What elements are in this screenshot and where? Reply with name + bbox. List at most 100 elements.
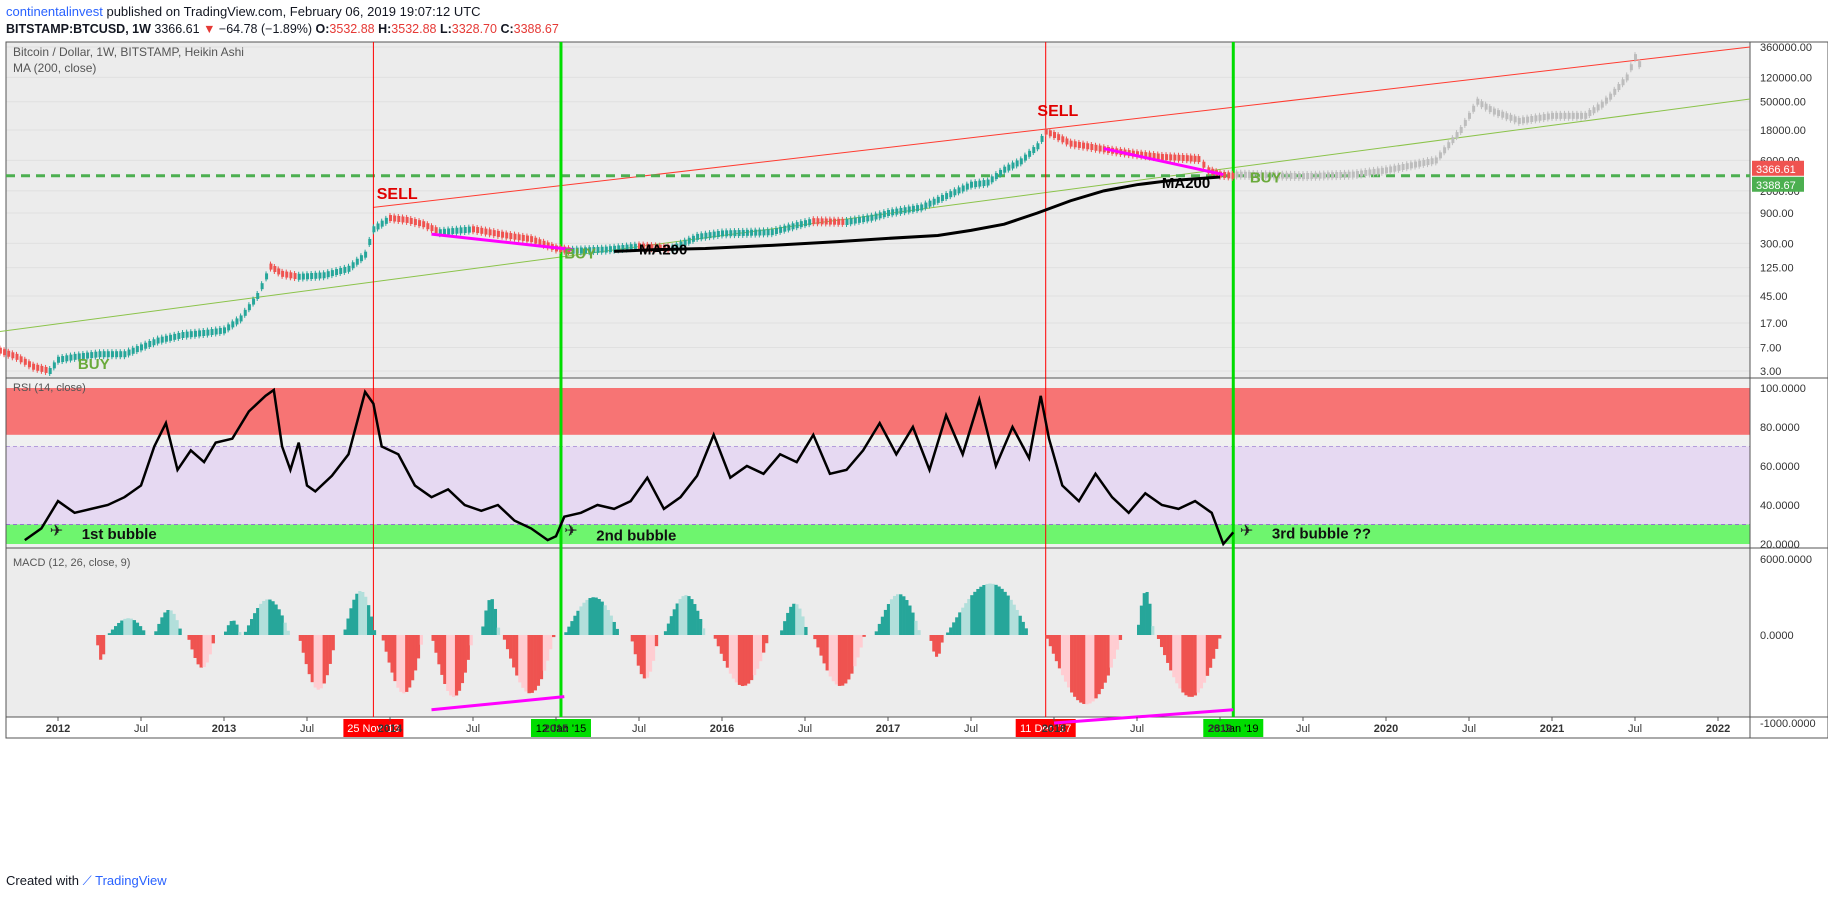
macd-panel-title: MACD (12, 26, close, 9) xyxy=(13,557,130,569)
divergence-line xyxy=(431,232,573,252)
macd-bar xyxy=(454,635,459,696)
future-path-candle xyxy=(1538,114,1542,121)
price-candle xyxy=(1223,171,1227,178)
macd-bar xyxy=(1024,628,1028,635)
price-candle xyxy=(52,362,56,369)
price-candle xyxy=(297,273,301,280)
macd-bar xyxy=(786,612,790,635)
price-candle xyxy=(164,335,168,342)
price-candle xyxy=(1185,155,1189,162)
price-candle xyxy=(44,366,48,373)
future-path-candle xyxy=(1322,172,1326,179)
future-path-candle xyxy=(1455,132,1459,139)
macd-bar xyxy=(196,635,200,665)
price-candle xyxy=(231,321,235,328)
price-candle xyxy=(455,227,459,234)
macd-bar xyxy=(166,609,170,635)
price-candle xyxy=(1160,153,1164,160)
future-path-candle xyxy=(1609,93,1613,100)
macd-bar xyxy=(648,635,653,672)
macd-bar xyxy=(1094,635,1098,699)
macd-bar xyxy=(132,620,136,635)
plane-icon: ✈ xyxy=(1240,523,1253,540)
price-candle xyxy=(314,272,318,279)
author-link[interactable]: continentalinvest xyxy=(6,4,103,19)
price-candle xyxy=(57,356,60,363)
close-value: 3388.67 xyxy=(513,22,559,36)
price-candle xyxy=(787,224,791,231)
macd-bar xyxy=(99,635,103,660)
macd-bar xyxy=(1085,635,1089,705)
tradingview-link[interactable]: TradingView xyxy=(95,873,167,888)
macd-axis-label: 6000.0000 xyxy=(1760,554,1812,566)
macd-bar xyxy=(761,635,766,653)
chart-annotation: BUY xyxy=(564,245,596,262)
price-candle xyxy=(1169,154,1173,161)
macd-bar xyxy=(405,635,409,692)
future-path-candle xyxy=(1281,172,1285,179)
time-axis-label: 2019 xyxy=(1208,723,1232,735)
macd-bar xyxy=(460,635,465,684)
price-candle xyxy=(936,196,940,203)
macd-bar xyxy=(1184,635,1188,696)
future-path-candle xyxy=(1314,172,1318,179)
price-candle xyxy=(982,180,986,187)
price-candle xyxy=(716,231,720,238)
price-candle xyxy=(210,329,214,336)
macd-bar xyxy=(752,635,757,676)
price-candle xyxy=(185,331,189,338)
price-candle xyxy=(110,351,114,358)
macd-bar xyxy=(515,635,519,676)
price-candle xyxy=(343,266,347,273)
price-candle xyxy=(733,230,737,237)
price-candle xyxy=(90,352,94,359)
future-path-candle xyxy=(1430,158,1434,165)
price-candle xyxy=(1152,153,1156,160)
macd-bar xyxy=(958,612,962,635)
price-candle xyxy=(1019,158,1023,165)
chart-annotation: MA200 xyxy=(1162,175,1210,192)
price-candle xyxy=(61,356,65,363)
time-axis-label: 2022 xyxy=(1706,723,1730,735)
future-path-candle xyxy=(1584,112,1588,119)
price-candle xyxy=(326,271,330,278)
macd-bar xyxy=(603,605,607,635)
price-candle xyxy=(538,239,542,246)
macd-bar xyxy=(591,597,595,635)
future-path-candle xyxy=(1513,116,1517,123)
price-candle xyxy=(1082,142,1086,149)
macd-bar xyxy=(449,635,453,696)
symbol-label: BITSTAMP:BTCUSD, 1W xyxy=(6,22,151,36)
macd-bar xyxy=(331,635,335,651)
future-path-candle xyxy=(1297,173,1301,180)
macd-bar xyxy=(1218,635,1222,639)
price-candle xyxy=(750,229,754,236)
price-candle xyxy=(534,237,538,244)
price-candle xyxy=(467,226,471,233)
price-candle xyxy=(592,247,596,254)
price-candle xyxy=(1181,155,1185,162)
macd-bar xyxy=(837,635,842,686)
future-path-candle xyxy=(1463,119,1467,126)
price-candle xyxy=(986,179,990,186)
macd-axis-label: -1000.0000 xyxy=(1760,718,1816,730)
price-candle xyxy=(1048,130,1052,137)
chart-canvas[interactable]: 25 Nov '13 12 Jan '15 11 Dec '17 28 Jan '19… xyxy=(0,40,1828,868)
price-candle xyxy=(1061,136,1065,143)
price-candle xyxy=(571,247,575,254)
macd-bar xyxy=(387,635,391,663)
macd-bar xyxy=(402,635,406,694)
rsi-neutral-zone xyxy=(6,446,1750,525)
price-candle xyxy=(69,354,73,361)
price-candle xyxy=(542,240,546,247)
price-candle xyxy=(704,232,708,239)
macd-bar xyxy=(505,635,510,650)
future-path-candle xyxy=(1571,112,1575,119)
price-candle xyxy=(442,228,446,235)
macd-bar xyxy=(393,635,397,682)
chart-annotation: SELL xyxy=(377,186,418,203)
price-candle xyxy=(252,298,256,305)
macd-bar xyxy=(902,596,906,635)
macd-bar xyxy=(123,618,127,635)
price-candle xyxy=(94,351,98,358)
